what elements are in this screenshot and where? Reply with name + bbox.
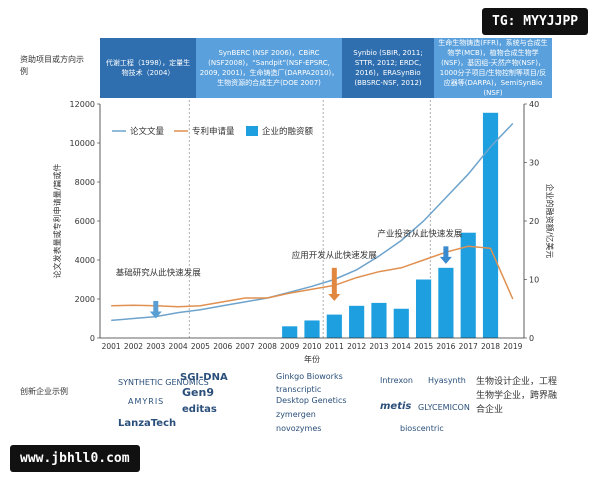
logo-bioscentric: bioscentric: [400, 424, 444, 433]
funding-row-label: 资助项目或方向示例: [20, 55, 84, 76]
x-tick-label: 2019: [503, 342, 522, 351]
logo-lanzatech: LanzaTech: [118, 418, 177, 429]
x-tick-label: 2012: [347, 342, 366, 351]
logo-intrexon: Intrexon: [380, 376, 413, 385]
x-tick-label: 2011: [325, 342, 344, 351]
annotation-label-2: 应用开发从此快速发展: [292, 250, 378, 261]
bar-2016: [438, 267, 454, 338]
legend-swatch-3: [246, 126, 258, 136]
y-tick-label: 12000: [70, 100, 95, 109]
logo-amyris: AMYRIS: [128, 397, 165, 406]
x-tick-label: 2009: [280, 342, 299, 351]
logo-zymergen: zymergen: [276, 410, 316, 419]
companies-row-label: 创新企业示例: [20, 387, 68, 396]
legend-label-1: 论文文量: [130, 126, 165, 137]
annotation-arrow-shaft-1: [153, 300, 159, 313]
y-tick-label: 4000: [75, 256, 95, 265]
x-tick-label: 2016: [436, 342, 455, 351]
logo-desktop-genetics: Desktop Genetics: [276, 396, 347, 405]
x-axis-label: 年份: [304, 354, 320, 364]
x-tick-label: 2014: [392, 342, 411, 351]
logo-hyasynth: Hyasynth: [428, 376, 466, 385]
annotation-arrow-head-3: [439, 256, 452, 264]
x-tick-label: 2017: [459, 342, 478, 351]
y2-tick-label: 20: [529, 217, 539, 226]
y-tick-label: 10000: [70, 139, 95, 148]
funding-band-4: 生命生物铸造(FFR)，系统与合成生物学(MCB)，植物合成生物学(NSF)，基…: [434, 38, 552, 98]
bar-2011: [326, 314, 342, 338]
x-tick-label: 2013: [369, 342, 388, 351]
x-tick-label: 2003: [146, 342, 165, 351]
watermark-top: TG: MYYJJPP: [482, 8, 589, 35]
logo-transcriptic: transcriptic: [276, 385, 322, 394]
x-tick-label: 2001: [102, 342, 121, 351]
legend-label-2: 专利申请量: [192, 126, 235, 137]
annotation-arrow-head-1: [149, 311, 162, 319]
annotation-arrow-shaft-2: [331, 267, 337, 295]
x-tick-label: 2007: [236, 342, 255, 351]
annotation-label-3: 产业投资从此快速发展: [377, 229, 463, 240]
y2-tick-label: 40: [529, 100, 539, 109]
logo-metis: metis: [380, 401, 412, 412]
y-axis-label: 论文发表量或专利申请量/篇或件: [52, 164, 62, 279]
bar-2014: [393, 308, 409, 338]
y-tick-label: 0: [90, 334, 95, 343]
logo-synthetic-genomics: SYNTHETIC GENOMICS: [118, 378, 209, 387]
bar-2009: [282, 326, 298, 338]
y-tick-label: 8000: [75, 178, 95, 187]
x-tick-label: 2004: [169, 342, 188, 351]
annotation-arrow-shaft-3: [443, 246, 449, 258]
y2-tick-label: 0: [529, 334, 534, 343]
series-line-1: [111, 122, 514, 322]
y2-tick-label: 30: [529, 159, 539, 168]
logo-glycemicon: GLYCEMICON: [418, 403, 470, 412]
bar-2015: [415, 279, 432, 338]
x-tick-label: 2015: [414, 342, 433, 351]
bar-2018: [482, 112, 499, 339]
funding-band-1: 代谢工程（1998），定量生物技术（2004）: [100, 38, 196, 98]
logo-ginkgo: Ginkgo Bioworks: [276, 372, 343, 381]
bar-2010: [304, 320, 320, 338]
x-tick-label: 2008: [258, 342, 277, 351]
funding-band-3: Synbio (SBIR, 2011; STTR, 2012; ERDC, 20…: [342, 38, 434, 98]
bar-2012: [349, 305, 365, 338]
logo-sgi-dna: SGI-DNA: [180, 372, 228, 383]
x-tick-label: 2002: [124, 342, 143, 351]
y2-axis-label: 企业的融资额/亿美元: [545, 184, 555, 259]
legend-label-3: 企业的融资额: [262, 126, 314, 137]
y-tick-label: 2000: [75, 295, 95, 304]
x-tick-label: 2018: [481, 342, 500, 351]
bar-2013: [371, 302, 387, 338]
annotation-arrow-head-2: [328, 293, 341, 301]
funding-band-2: SynBERC (NSF 2006)，CBiRC (NSF2008)，“Sand…: [196, 38, 342, 98]
logo-editas: editas: [182, 404, 217, 415]
logo-gen9: Gen9: [182, 386, 214, 399]
y-tick-label: 6000: [75, 217, 95, 226]
x-tick-label: 2005: [191, 342, 210, 351]
x-tick-label: 2006: [213, 342, 232, 351]
company-category: 生物设计企业，工程生物学企业，跨界融合企业: [476, 377, 558, 415]
watermark-bottom: www.jbhll0.com: [10, 445, 140, 472]
y2-tick-label: 10: [529, 276, 539, 285]
logo-novozymes: novozymes: [276, 424, 322, 433]
bar-2017: [460, 232, 476, 338]
x-tick-label: 2010: [302, 342, 321, 351]
annotation-label-1: 基础研究从此快速发展: [116, 268, 202, 279]
